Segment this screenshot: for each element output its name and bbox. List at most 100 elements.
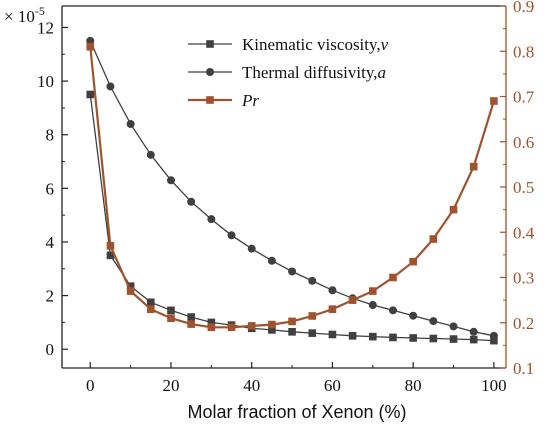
data-point [348, 296, 357, 304]
data-point [207, 318, 216, 327]
x-axis-title: Molar fraction of Xenon (%) [187, 402, 406, 422]
x-axis-tick-label: 40 [243, 376, 260, 395]
legend-entry: Thermal diffusivity,a [188, 63, 386, 82]
data-point [409, 257, 417, 266]
data-point [388, 306, 397, 315]
series-line [89, 40, 495, 337]
data-point [409, 334, 417, 342]
data-point [288, 328, 296, 336]
data-point [106, 242, 115, 250]
legend-label: Thermal diffusivity,a [242, 63, 386, 82]
data-point [490, 336, 498, 345]
data-point [86, 42, 95, 51]
data-point [126, 287, 135, 295]
legend-entry: Kinematic viscosity,v [188, 35, 389, 54]
right-axis-tick-label: 0.3 [513, 269, 534, 288]
data-point [469, 327, 478, 336]
data-point [227, 231, 236, 240]
legend: Kinematic viscosity,v Thermal diffusivity… [188, 35, 389, 110]
data-point [308, 312, 317, 320]
legend-label: Kinematic viscosity,v [242, 35, 389, 54]
legend-marker [206, 68, 214, 76]
data-point [247, 322, 256, 330]
data-point [348, 332, 357, 340]
data-point [167, 306, 175, 315]
data-point [389, 273, 397, 282]
legend-label-text: Thermal diffusivity, [242, 63, 378, 82]
legend-marker [206, 40, 214, 48]
data-point [369, 332, 377, 341]
left-axis-tick-label: 0 [46, 340, 55, 359]
legend-entry: Pr [188, 91, 259, 110]
legend-marker [206, 96, 214, 104]
data-point [268, 320, 276, 329]
data-point [449, 335, 458, 343]
data-point [126, 119, 135, 128]
series-2 [86, 36, 498, 340]
x-axis-tick-label: 20 [162, 376, 179, 395]
data-point [308, 329, 317, 337]
data-point [167, 314, 175, 323]
data-point [187, 197, 196, 206]
x-axis-tick-label: 60 [324, 376, 341, 395]
left-axis-scale-exponent: -5 [35, 4, 45, 18]
data-point [449, 205, 458, 214]
right-axis-tick-label: 0.6 [513, 133, 534, 152]
data-point [268, 326, 276, 334]
data-point [247, 244, 256, 253]
data-point [267, 256, 276, 265]
data-point [409, 311, 418, 320]
legend-label-symbol: a [378, 63, 387, 82]
data-point [288, 317, 296, 326]
data-point [328, 305, 337, 313]
series-1 [86, 90, 498, 345]
data-point [469, 162, 478, 171]
series-layer [86, 36, 498, 345]
left-axis-tick-label: 10 [37, 72, 54, 91]
left-axis-ticks: 0 2 4 6 8 10 12 [37, 18, 68, 359]
legend-label-symbol: Pr [241, 91, 259, 110]
data-point [429, 317, 438, 326]
data-point [147, 305, 155, 313]
left-axis-tick-label: 4 [46, 233, 55, 252]
data-point [328, 330, 337, 339]
data-point [126, 282, 135, 291]
right-axis-tick-label: 0.4 [513, 223, 535, 242]
data-point [288, 267, 297, 276]
data-point [328, 286, 337, 295]
left-axis-tick-label: 6 [46, 179, 55, 198]
legend-label: Pr [241, 91, 259, 110]
data-point [86, 36, 95, 45]
data-point [106, 251, 115, 260]
data-point [187, 320, 195, 328]
data-point [187, 313, 195, 321]
legend-label-symbol: v [381, 35, 389, 54]
series-line [89, 46, 495, 329]
x-axis-tick-label: 100 [481, 376, 507, 395]
right-axis-tick-label: 0.2 [513, 314, 534, 333]
x-axis-ticks: 0 20 40 60 80 100 [86, 362, 507, 395]
x-axis-tick-label: 80 [405, 376, 422, 395]
left-axis-tick-label: 12 [37, 18, 54, 37]
x-axis-tick-label: 0 [86, 376, 95, 395]
data-point [369, 287, 377, 295]
left-axis-scale-label: × 10-5 [4, 4, 45, 26]
series-3 [86, 42, 498, 332]
data-point [389, 333, 397, 342]
right-axis-tick-label: 0.5 [513, 178, 534, 197]
data-point [429, 334, 438, 343]
data-point [86, 90, 95, 99]
data-point [166, 176, 175, 185]
data-point [207, 215, 216, 224]
right-axis-tick-label: 0.9 [513, 0, 534, 16]
data-point [207, 323, 216, 332]
left-axis-tick-label: 2 [46, 287, 55, 306]
data-point [146, 150, 155, 159]
data-point [490, 97, 498, 105]
data-point [489, 331, 498, 340]
data-point [449, 322, 458, 331]
data-point [308, 276, 317, 285]
plot-frame [61, 5, 507, 369]
right-axis-tick-label: 0.7 [513, 88, 535, 107]
